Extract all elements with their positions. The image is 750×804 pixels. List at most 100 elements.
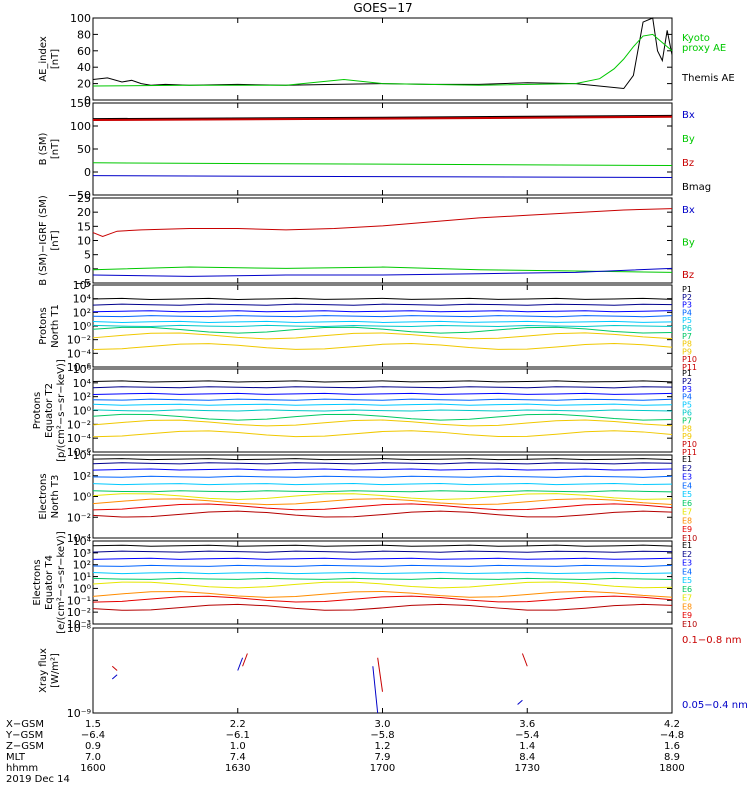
x-axis-row-label: hhmm xyxy=(6,763,38,774)
y-tick-label: 5 xyxy=(84,249,91,262)
series-line xyxy=(92,303,673,306)
panel-frame xyxy=(92,627,673,714)
y-tick-label: −50 xyxy=(68,189,91,202)
series-line xyxy=(92,17,673,90)
y-axis-label: [e/(cm²−s−sr−keV)] xyxy=(56,531,67,634)
series-segment xyxy=(237,657,244,671)
y-axis-label: [nT] xyxy=(50,230,61,250)
y-tick-label: 10⁴ xyxy=(73,377,92,390)
legend-entry: E1 xyxy=(682,541,692,550)
series-segment xyxy=(372,666,379,714)
y-tick-label: 0 xyxy=(84,94,91,107)
series-line xyxy=(92,419,673,427)
legend-entry: P11 xyxy=(682,448,697,457)
x-tick-label: 8.9 xyxy=(664,752,680,763)
series-line xyxy=(92,564,673,567)
y-axis-label: Equator T4 xyxy=(44,555,55,610)
y-tick-label: 10³ xyxy=(73,547,91,560)
y-tick-label: 100 xyxy=(70,120,91,133)
y-tick-label: 10² xyxy=(73,306,91,319)
series-line xyxy=(92,468,673,471)
x-tick-label: 1600 xyxy=(80,763,105,774)
series-line xyxy=(92,557,673,560)
y-tick-label: 10⁻³ xyxy=(67,618,91,631)
y-tick-label: 10² xyxy=(73,391,91,404)
legend-entry: E9 xyxy=(682,525,692,534)
y-tick-label: 10⁻² xyxy=(67,606,91,619)
series-line xyxy=(92,332,673,340)
legend-entry: Bz xyxy=(682,270,694,281)
series-line xyxy=(92,413,673,421)
series-line xyxy=(92,208,673,238)
chart-title: GOES−17 xyxy=(353,1,412,15)
legend-entry: By xyxy=(682,238,695,249)
legend-entry: P1 xyxy=(682,369,692,378)
series-segment xyxy=(521,653,528,667)
y-tick-label: 10¹ xyxy=(73,571,91,584)
legend-entry: Kyoto xyxy=(682,33,710,44)
y-tick-label: 10⁶ xyxy=(73,279,92,292)
legend-entry: E3 xyxy=(682,473,692,482)
legend-entry: E4 xyxy=(682,567,692,576)
legend-entry: Themis AE xyxy=(681,73,735,84)
series-line xyxy=(92,315,673,318)
x-axis-row-label: Z−GSM xyxy=(6,741,44,752)
y-tick-label: 0 xyxy=(84,166,91,179)
y-tick-label: 10⁶ xyxy=(73,363,92,376)
y-tick-label: 10⁻⁴ xyxy=(67,347,92,360)
x-axis-row-label: MLT xyxy=(6,752,26,763)
legend-entry: By xyxy=(682,134,695,145)
series-segment xyxy=(111,674,118,680)
series-line xyxy=(92,392,673,395)
x-tick-label: 4.2 xyxy=(664,719,680,730)
series-line xyxy=(92,33,673,87)
legend-entry: E2 xyxy=(682,550,692,559)
legend-entry: P4 xyxy=(682,393,692,402)
y-tick-label: 10⁰ xyxy=(73,491,92,504)
y-axis-label: Protons xyxy=(32,392,43,429)
y-tick-label: 10⁴ xyxy=(73,535,92,548)
legend-entry: E5 xyxy=(682,576,692,585)
legend-entry: P5 xyxy=(682,401,692,410)
y-tick-label: 15 xyxy=(77,220,91,233)
y-tick-label: 25 xyxy=(77,192,91,205)
legend-entry: E3 xyxy=(682,559,692,568)
y-axis-label: North T1 xyxy=(50,304,61,348)
y-axis-label: North T3 xyxy=(50,475,61,519)
legend-entry: E5 xyxy=(682,490,692,499)
x-tick-label: 7.4 xyxy=(230,752,246,763)
series-line xyxy=(92,386,673,389)
legend-entry: E2 xyxy=(682,464,692,473)
series-line xyxy=(92,550,673,553)
y-tick-label: 50 xyxy=(77,143,91,156)
series-line xyxy=(92,493,673,501)
legend-entry: P10 xyxy=(682,355,697,364)
series-line xyxy=(92,324,673,328)
series-line xyxy=(92,462,673,465)
y-tick-label: 10⁴ xyxy=(73,293,92,306)
legend-entry: E8 xyxy=(682,602,692,611)
legend-entry: E6 xyxy=(682,585,692,594)
y-tick-label: 10⁻⁴ xyxy=(67,432,92,445)
series-segment xyxy=(517,699,523,705)
series-line xyxy=(92,577,673,580)
y-tick-label: 80 xyxy=(77,28,91,41)
y-tick-label: 10⁻² xyxy=(67,418,91,431)
y-tick-label: 10⁻² xyxy=(67,511,91,524)
legend-entry: P9 xyxy=(682,432,692,441)
y-tick-label: 100 xyxy=(70,12,91,25)
series-line xyxy=(92,115,673,122)
y-tick-label: 10⁻⁹ xyxy=(67,707,91,720)
series-line xyxy=(92,409,673,412)
y-axis-label: [p/(cm²−s−sr−keV)] xyxy=(56,359,67,462)
y-axis-label: B (SM) xyxy=(38,132,49,165)
series-line xyxy=(92,267,673,277)
x-tick-label: 1700 xyxy=(370,763,395,774)
series-segment xyxy=(242,653,248,667)
legend-entry: 0.1−0.8 nm xyxy=(682,635,741,646)
x-tick-label: −5.8 xyxy=(370,730,394,741)
legend-entry: P9 xyxy=(682,347,692,356)
series-line xyxy=(92,595,673,603)
